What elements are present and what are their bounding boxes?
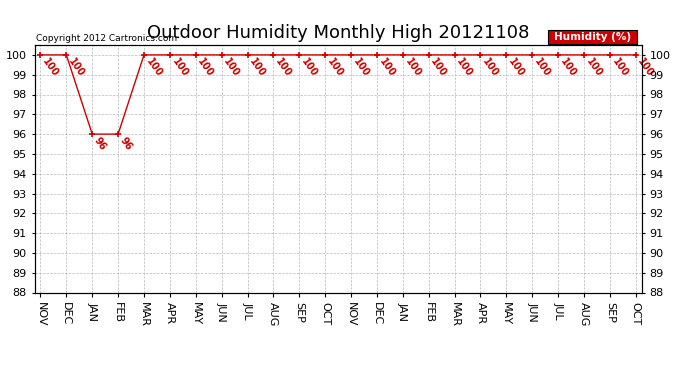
Text: 100: 100: [299, 57, 319, 79]
Text: 100: 100: [455, 57, 475, 79]
Text: 100: 100: [248, 57, 267, 79]
Text: 100: 100: [506, 57, 526, 79]
Text: Copyright 2012 Cartronics.com: Copyright 2012 Cartronics.com: [37, 33, 177, 42]
Text: 100: 100: [428, 57, 448, 79]
Text: 100: 100: [377, 57, 397, 79]
Text: 100: 100: [558, 57, 578, 79]
Text: 100: 100: [273, 57, 293, 79]
Text: 100: 100: [66, 57, 86, 79]
Text: 100: 100: [635, 57, 656, 79]
Text: Humidity (%): Humidity (%): [554, 32, 631, 42]
Text: 100: 100: [584, 57, 604, 79]
Text: 100: 100: [532, 57, 552, 79]
Text: 100: 100: [403, 57, 422, 79]
Text: 100: 100: [480, 57, 500, 79]
Text: 100: 100: [170, 57, 190, 79]
Text: 100: 100: [144, 57, 164, 79]
Text: 96: 96: [118, 136, 134, 153]
Title: Outdoor Humidity Monthly High 20121108: Outdoor Humidity Monthly High 20121108: [147, 24, 529, 42]
Text: 96: 96: [92, 136, 108, 153]
Text: 100: 100: [325, 57, 345, 79]
Text: 100: 100: [41, 57, 60, 79]
Text: 100: 100: [196, 57, 215, 79]
Text: 100: 100: [221, 57, 242, 79]
Text: 100: 100: [610, 57, 630, 79]
FancyBboxPatch shape: [548, 30, 638, 44]
Text: 100: 100: [351, 57, 371, 79]
